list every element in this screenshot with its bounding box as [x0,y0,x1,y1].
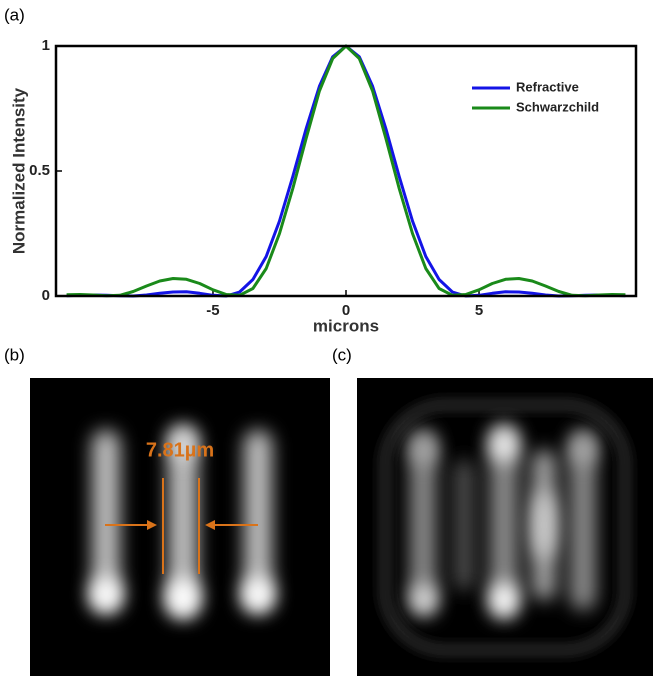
panel-label: (b) [4,345,25,364]
image-b [30,378,330,676]
x-tick-label: 5 [475,302,483,319]
y-tick-label: 1 [42,37,50,54]
x-axis-label: microns [313,316,379,335]
y-axis-label: Normalized Intensity [9,87,28,254]
y-tick-label: 0.5 [29,162,50,179]
x-tick-label: 0 [342,302,350,319]
width-marker [105,478,258,574]
x-tick-label: -5 [206,302,219,319]
y-tick-label: 0 [42,287,50,304]
panel-label: (c) [332,345,352,364]
annotation: 7.81µm [146,439,214,461]
legend-label: Schwarzchild [516,99,599,114]
image-c [357,378,653,676]
plot-frame [54,44,638,298]
legend-label: Refractive [516,79,579,94]
panel-label: (a) [4,5,25,24]
